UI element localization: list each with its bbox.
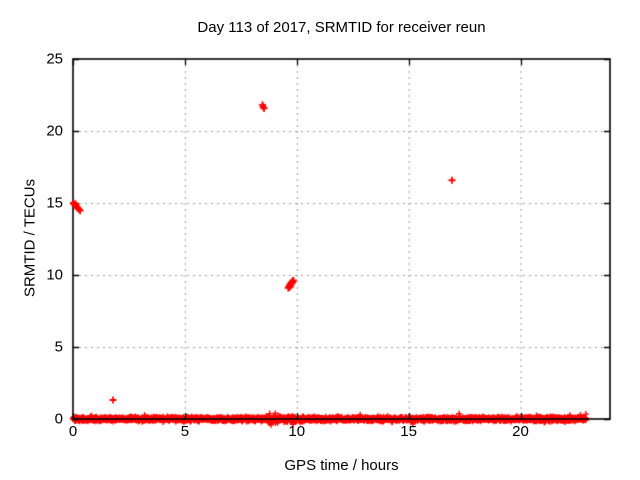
x-axis-label: GPS time / hours (284, 457, 399, 474)
x-tick-label: 10 (288, 423, 306, 440)
y-tick-label: 5 (54, 338, 63, 356)
y-tick-label: 15 (46, 194, 63, 212)
y-tick-label: 20 (46, 122, 63, 140)
x-tick-label: 20 (512, 423, 529, 440)
y-axis-label: SRMTID / TECUs (21, 178, 39, 298)
y-tick-label: 25 (46, 50, 63, 68)
x-tick-label: 15 (400, 423, 417, 440)
y-tick-label: 0 (54, 410, 63, 428)
y-tick-label: 10 (46, 266, 63, 284)
chart-title: Day 113 of 2017, SRMTID for receiver reu… (197, 19, 486, 36)
x-tick-label: 5 (180, 423, 190, 440)
x-tick-label: 0 (68, 423, 78, 440)
